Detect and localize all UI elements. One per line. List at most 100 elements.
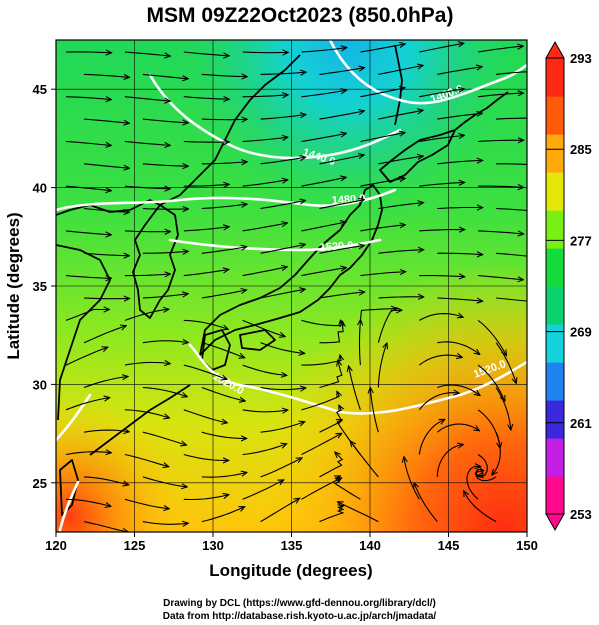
wind-streamline [351,442,379,478]
coastline-sakhalin [394,44,403,126]
wind-streamline [319,506,344,523]
wind-streamline [436,423,479,433]
wind-streamline [124,51,170,56]
wind-streamline [495,342,516,383]
wind-streamline [124,362,170,365]
wind-streamline [301,320,342,327]
wind-streamline [360,88,404,98]
wind-streamline [242,180,288,187]
x-tick-label: 150 [516,538,538,553]
wind-streamline [142,522,188,525]
wind-streamline [301,177,346,187]
wind-streamline [360,44,404,53]
wind-streamline [419,43,463,53]
wind-streamline [65,275,111,279]
wind-streamline [65,97,111,100]
wind-streamline [142,386,187,397]
wind-streamline [183,270,229,277]
wind-streamline [466,466,480,500]
y-tick-label: 40 [33,181,47,196]
colorbar: 293 285 277 269 261 253 [545,40,592,532]
wind-streamline [378,250,423,254]
wind-streamline [201,290,246,299]
wind-streamline [260,499,300,523]
wind-streamline [83,476,128,485]
contour-label: 1480.0 [331,193,365,207]
wind-streamline [478,46,523,53]
wind-streamline [124,274,170,276]
colorbar-segment [546,476,564,515]
wind-streamline [437,113,482,120]
colorbar-segment [546,58,564,97]
wind-streamline [414,483,438,522]
wind-streamline [242,444,287,456]
wind-streamline [478,230,523,234]
wind-streamline [142,251,188,253]
contour-1480 [56,188,397,212]
wind-streamline [242,410,288,412]
wind-streamline [370,388,379,433]
wind-streamline [142,476,187,487]
wind-streamline [242,364,287,375]
wind-streamline [378,66,422,75]
contour-1520-c [56,393,92,532]
wind-streamline [301,268,346,277]
wind-streamline [124,231,170,232]
wind-streamline [183,495,229,501]
wind-streamline [378,110,422,120]
colorbar-label: 293 [570,51,592,66]
colorbar-label: 277 [570,233,592,248]
wind-streamline [319,200,364,210]
wind-streamline [319,292,365,299]
wind-streamline [301,478,342,500]
y-tick-label: 45 [33,82,47,97]
colorbar-segment [546,324,564,363]
colorbar-label: 269 [570,325,592,340]
wind-streamline [183,364,227,379]
x-tick-label: 125 [124,538,146,553]
wind-streamline [378,297,423,298]
wind-streamline [260,72,306,74]
wind-streamline [183,409,227,423]
x-tick-label: 130 [202,538,224,553]
colorbar-label: 253 [570,507,592,522]
wind-streamline [437,341,479,354]
wind-streamline [496,252,527,257]
wind-streamline [478,186,523,187]
contour-1440 [148,73,402,160]
wind-streamline [418,393,458,411]
wind-streamline [242,223,287,232]
colorbar-label: 261 [570,416,592,431]
wind-streamline [319,68,365,75]
wind-streamline [65,398,109,411]
wind-streamline [474,468,497,482]
wind-streamline [319,111,364,120]
wind-streamline [301,222,346,232]
wind-streamline [201,204,247,210]
x-tick-label: 140 [359,538,381,553]
contour-1400 [328,40,527,105]
wind-streamline [201,386,245,401]
wind-streamline [242,319,285,336]
wind-streamline [124,498,169,508]
wind-streamline [83,253,129,255]
wind-streamline [301,392,340,411]
wind-streamline [124,140,170,146]
wind-streamline [65,498,110,506]
wind-streamline [437,67,481,75]
wind-streamline [377,310,401,343]
x-tick-label: 145 [438,538,460,553]
wind-streamline [242,52,288,53]
wind-streamline [360,272,405,277]
wind-streamline [477,319,506,355]
wind-streamline [496,207,527,212]
x-axis-ticks: 120 125 130 135 140 145 150 [45,532,538,553]
wind-streamline [183,227,229,232]
wind-streamline [496,297,527,302]
wind-streamline [464,491,497,523]
y-tick-label: 25 [33,476,47,491]
wind-streamline [260,388,306,390]
x-axis-label: Longitude (degrees) [209,561,372,580]
footer-credit-dcl: Drawing by DCL (https://www.gfd-dennou.o… [163,598,436,609]
wind-streamline [83,163,129,168]
